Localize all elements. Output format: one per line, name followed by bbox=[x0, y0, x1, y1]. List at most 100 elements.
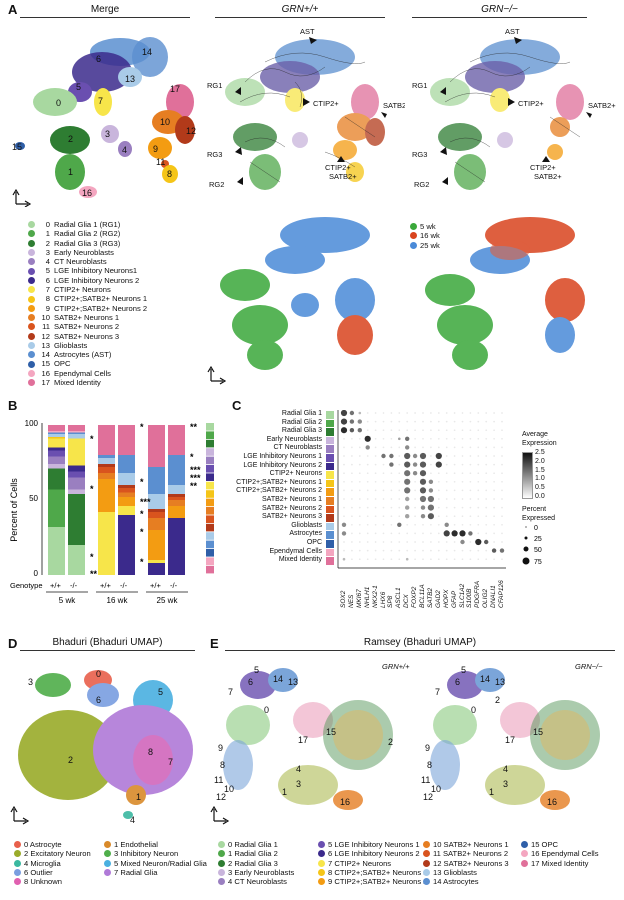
bhaduri-legend-item: 0 Astrocyte bbox=[14, 840, 104, 849]
dotplot-dot bbox=[340, 427, 348, 434]
cluster-legend-label: CTIP2+ Neurons bbox=[54, 285, 111, 295]
dotplot-dot bbox=[445, 515, 448, 518]
dotplot-dot bbox=[366, 463, 369, 466]
b-color-key bbox=[206, 448, 214, 456]
merge-num-10: 10 bbox=[160, 117, 170, 127]
cluster-legend-swatch bbox=[28, 342, 35, 349]
dotplot-dot bbox=[398, 420, 401, 423]
dotplot-dot bbox=[453, 412, 456, 414]
panel-d-rule bbox=[20, 650, 195, 651]
cluster-legend-swatch bbox=[28, 351, 35, 359]
age-legend: 5 wk 16 wk 25 wk bbox=[410, 222, 440, 250]
bar-segment bbox=[98, 473, 115, 479]
dotplot-dot bbox=[397, 522, 402, 527]
dotplot-dot bbox=[485, 549, 488, 552]
ramsey-legend-label: 1 Radial Glia 2 bbox=[228, 849, 278, 859]
wt-annot-ast: AST bbox=[300, 27, 315, 36]
dotplot-dot bbox=[420, 505, 426, 510]
dotplot-dot bbox=[390, 515, 393, 518]
dotplot-row-label: LGE Inhibitory Neurons 1 bbox=[243, 453, 322, 460]
bhaduri-legend: 0 Astrocyte 1 Endothelial 2 Excitatory Neu… bbox=[14, 840, 224, 886]
e-ko-num-11: 11 bbox=[421, 775, 430, 785]
b-star-11: * bbox=[190, 452, 194, 462]
panel-c-letter: C bbox=[232, 398, 242, 413]
pct-expressed-legend: 0 25 50 75 bbox=[522, 525, 542, 566]
dotplot-dot bbox=[390, 472, 393, 475]
bar-segment bbox=[68, 434, 85, 439]
dotplot-dot bbox=[445, 412, 448, 414]
dotplot-dot bbox=[477, 532, 480, 535]
bar-segment bbox=[68, 425, 85, 431]
e-ko-num-2: 2 bbox=[495, 695, 500, 705]
cluster-legend-swatch bbox=[28, 304, 35, 312]
ramsey-legend-label: 14 Astrocytes bbox=[433, 877, 479, 887]
dotplot-gene-label: ASCL1 bbox=[395, 587, 403, 608]
dotplot-dot bbox=[501, 446, 503, 449]
dotplot-dot bbox=[430, 472, 432, 475]
bar-segment bbox=[48, 464, 65, 469]
ramsey-legend-swatch bbox=[521, 841, 528, 849]
b-color-key bbox=[206, 431, 214, 439]
dotplot-dot bbox=[461, 437, 464, 440]
ramsey-legend-label: 10 SATB2+ Neurons 1 bbox=[433, 840, 509, 849]
dotplot-dot bbox=[390, 446, 393, 449]
dotplot-dot bbox=[445, 498, 448, 500]
bhaduri-legend-label: 0 Astrocyte bbox=[24, 840, 62, 849]
dotplot-dot bbox=[342, 557, 346, 561]
dotplot-dot bbox=[343, 506, 345, 509]
dotplot-dot bbox=[341, 531, 347, 536]
dotplot-dot bbox=[437, 472, 440, 475]
b-color-key bbox=[206, 557, 214, 565]
dotplot-dot bbox=[358, 558, 361, 561]
dotplot-row-color bbox=[326, 514, 334, 522]
dotplot-gene-label: OLIG2 bbox=[482, 588, 490, 608]
dotplot-dot bbox=[412, 462, 418, 467]
bar-segment bbox=[118, 488, 135, 493]
dotplot-dot bbox=[374, 437, 377, 440]
dotplot-row-label: CTIP2+ Neurons bbox=[269, 470, 322, 478]
dotplot-dot bbox=[382, 515, 385, 518]
dotplot-dot bbox=[475, 538, 482, 546]
e-wt-num-10: 10 bbox=[224, 784, 234, 794]
d-num-4: 4 bbox=[130, 815, 135, 825]
dotplot-dot bbox=[412, 453, 418, 459]
bar-segment bbox=[48, 456, 65, 464]
dotplot-dot bbox=[445, 429, 448, 432]
dotplot-dot bbox=[501, 532, 503, 535]
dotplot-dot bbox=[374, 472, 377, 475]
ramsey-legend-item: 9 CTIP2+;SATB2+ Neurons 2 bbox=[318, 877, 427, 886]
age-umap-wt bbox=[207, 217, 375, 385]
cluster-legend-number: 5 bbox=[45, 266, 50, 276]
merge-num-15: 15 bbox=[12, 142, 22, 152]
age-legend-item: 25 wk bbox=[410, 241, 440, 250]
dotplot-dot bbox=[453, 480, 456, 483]
dotplot-dot bbox=[430, 446, 432, 449]
dotplot-dot bbox=[419, 495, 427, 503]
wt-annot-satb2: SATB2+ bbox=[383, 101, 405, 110]
cluster-legend-label: LGE Inhibitory Neurons 2 bbox=[54, 275, 140, 285]
dotplot-dot bbox=[428, 488, 434, 493]
dotplot-dot bbox=[365, 445, 370, 450]
ramsey-legend-label: 8 CTIP2+;SATB2+ Neurons 1 bbox=[328, 867, 428, 877]
b-color-key bbox=[206, 498, 214, 507]
cluster-legend-swatch bbox=[28, 323, 35, 331]
dotplot-dot bbox=[453, 558, 456, 561]
dotplot-dot bbox=[374, 420, 377, 423]
panel-e-title: Ramsey (Bhaduri UMAP) bbox=[363, 637, 477, 648]
ramsey-legend-label: 7 CTIP2+ Neurons bbox=[328, 858, 392, 868]
dotplot-dot bbox=[422, 446, 424, 449]
cluster-legend-item: 8 CTIP2+;SATB2+ Neurons 1 bbox=[28, 294, 147, 303]
cluster-legend-label: Radial Glia 3 (RG3) bbox=[54, 238, 121, 248]
dotplot-dot bbox=[461, 446, 464, 449]
dotplot-dot bbox=[437, 437, 440, 440]
ko-annot-ctip2-satb2-a: CTIP2+ bbox=[530, 163, 556, 172]
dotplot-dot bbox=[358, 411, 362, 415]
dotplot-row-label: CT Neuroblasts bbox=[273, 444, 322, 452]
dotplot-dot bbox=[445, 455, 448, 457]
dotplot-dot bbox=[398, 558, 401, 561]
dotplot-dot bbox=[493, 437, 495, 440]
dotplot-dot bbox=[469, 472, 472, 475]
dotplot-dot bbox=[351, 523, 353, 526]
bar-segment bbox=[98, 425, 115, 455]
dotplot-dot bbox=[477, 429, 480, 432]
